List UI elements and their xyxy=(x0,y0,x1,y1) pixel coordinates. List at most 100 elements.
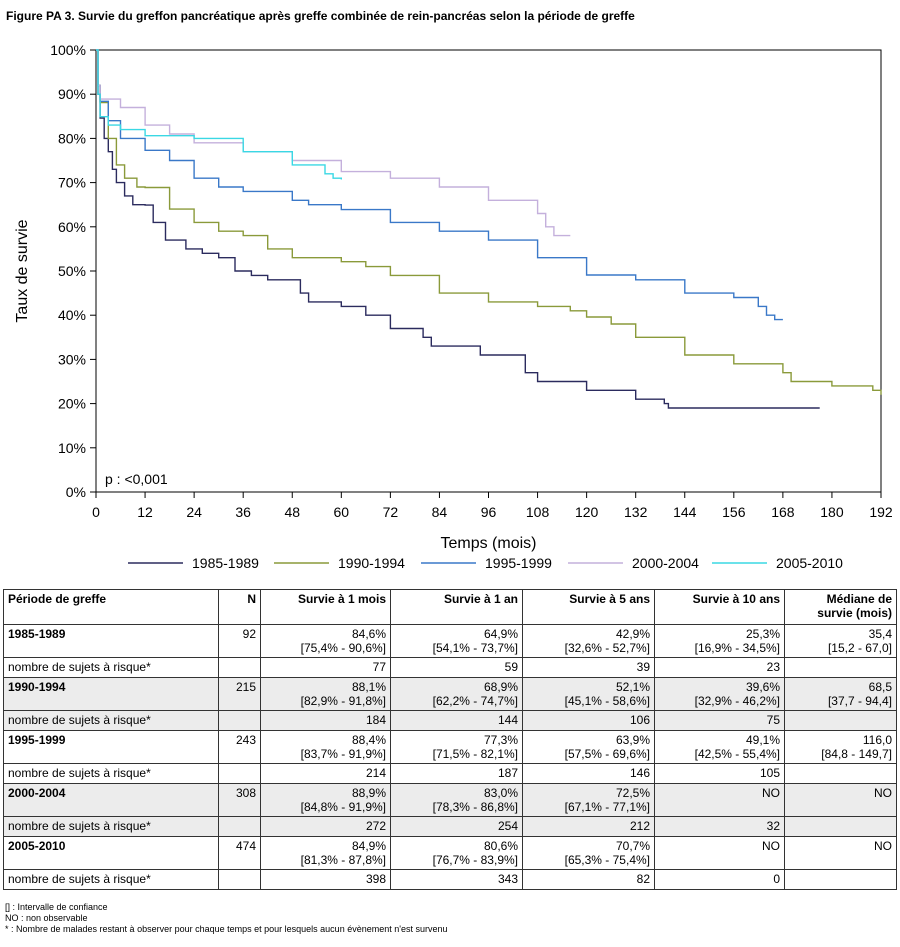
y-tick-label: 10% xyxy=(58,440,86,456)
footnotes: [] : Intervalle de confiance NO : non ob… xyxy=(5,902,447,935)
value-cell: 84,9% [81,3% - 87,8%] xyxy=(260,836,391,870)
x-tick-label: 36 xyxy=(235,504,251,520)
confidence-interval: [32,6% - 52,7%] xyxy=(564,641,650,655)
y-tick-label: 50% xyxy=(58,263,86,279)
y-tick-label: 0% xyxy=(66,484,86,500)
table-header-row: Période de greffe N Survie à 1 mois Survie … xyxy=(3,589,897,625)
value-text: 42,9% xyxy=(615,627,650,641)
y-tick-label: 20% xyxy=(58,396,86,412)
value-cell: 64,9% [54,1% - 73,7%] xyxy=(390,624,523,658)
x-tick-label: 144 xyxy=(673,504,697,520)
value-text: 80,6% xyxy=(483,839,518,853)
value-text: NO xyxy=(762,786,780,800)
risk-label-cell: nombre de sujets à risque* xyxy=(3,710,219,731)
x-tick-label: 48 xyxy=(284,504,300,520)
confidence-interval xyxy=(789,800,892,814)
confidence-interval: [84,8 - 149,7] xyxy=(821,747,892,761)
x-tick-label: 120 xyxy=(575,504,599,520)
confidence-interval: [84,8% - 91,9%] xyxy=(300,800,386,814)
table-header-cell: Survie à 10 ans xyxy=(654,589,785,625)
risk-n-cell xyxy=(218,816,261,837)
risk-cell: 187 xyxy=(390,763,523,784)
confidence-interval xyxy=(659,853,780,867)
x-axis-label: Temps (mois) xyxy=(440,535,536,552)
risk-cell: 59 xyxy=(390,657,523,678)
period-cell: 1995-1999 xyxy=(3,730,219,764)
risk-cell: 272 xyxy=(260,816,391,837)
value-text: 88,1% xyxy=(351,680,386,694)
risk-cell xyxy=(784,657,897,678)
confidence-interval: [45,1% - 58,6%] xyxy=(564,694,650,708)
x-tick-label: 12 xyxy=(137,504,153,520)
risk-label-cell: nombre de sujets à risque* xyxy=(3,869,219,890)
value-text: 116,0 xyxy=(862,733,892,747)
risk-cell: 106 xyxy=(522,710,655,731)
value-cell: NO xyxy=(784,836,897,870)
risk-label-cell: nombre de sujets à risque* xyxy=(3,816,219,837)
figure-title: Figure PA 3. Survie du greffon pancréati… xyxy=(6,9,635,23)
confidence-interval: [42,5% - 55,4%] xyxy=(694,747,780,761)
confidence-interval: [15,2 - 67,0] xyxy=(827,641,892,655)
y-tick-label: 90% xyxy=(58,86,86,102)
value-cell: 35,4 [15,2 - 67,0] xyxy=(784,624,897,658)
value-text: 63,9% xyxy=(615,733,650,747)
y-tick-label: 30% xyxy=(58,351,86,367)
value-text: 88,4% xyxy=(351,733,386,747)
survival-table: Période de greffe N Survie à 1 mois Survie … xyxy=(3,589,897,890)
risk-cell: 32 xyxy=(654,816,785,837)
footnote-no: NO : non observable xyxy=(5,913,88,923)
table-header-cell: Survie à 1 mois xyxy=(260,589,391,625)
value-cell: 25,3% [16,9% - 34,5%] xyxy=(654,624,785,658)
table-row-2000-2004: 2000-2004 308 88,9% [84,8% - 91,9%] 83,0% [78… xyxy=(3,783,897,817)
risk-cell: 23 xyxy=(654,657,785,678)
value-text: NO xyxy=(874,786,892,800)
x-tick-label: 132 xyxy=(624,504,648,520)
value-text: 68,9% xyxy=(483,680,518,694)
confidence-interval: [67,1% - 77,1%] xyxy=(564,800,650,814)
risk-row: nombre de sujets à risque* 398 343 82 0 xyxy=(3,869,897,890)
risk-cell: 75 xyxy=(654,710,785,731)
series-line-2000-2004 xyxy=(96,49,571,237)
value-cell: 84,6% [75,4% - 90,6%] xyxy=(260,624,391,658)
value-text: 49,1% xyxy=(745,733,780,747)
x-tick-label: 156 xyxy=(722,504,746,520)
table-row-1990-1994: 1990-1994 215 88,1% [82,9% - 91,8%] 68,9% [62… xyxy=(3,677,897,711)
y-axis-label: Taux de survie xyxy=(14,219,31,322)
value-text: 25,3% xyxy=(745,627,780,641)
value-text: 64,9% xyxy=(483,627,518,641)
table-header-cell: Survie à 5 ans xyxy=(522,589,655,625)
value-cell: NO xyxy=(654,836,785,870)
confidence-interval: [71,5% - 82,1%] xyxy=(432,747,518,761)
value-text: 83,0% xyxy=(483,786,518,800)
value-cell: 88,1% [82,9% - 91,8%] xyxy=(260,677,391,711)
confidence-interval: [82,9% - 91,8%] xyxy=(300,694,386,708)
value-cell: 70,7% [65,3% - 75,4%] xyxy=(522,836,655,870)
value-cell: 88,4% [83,7% - 91,9%] xyxy=(260,730,391,764)
series-line-2005-2010 xyxy=(96,49,342,180)
risk-cell: 146 xyxy=(522,763,655,784)
confidence-interval: [32,9% - 46,2%] xyxy=(694,694,780,708)
period-cell: 2005-2010 xyxy=(3,836,219,870)
confidence-interval: [37,7 - 94,4] xyxy=(827,694,892,708)
y-tick-label: 70% xyxy=(58,175,86,191)
x-tick-label: 84 xyxy=(432,504,448,520)
value-cell: 72,5% [67,1% - 77,1%] xyxy=(522,783,655,817)
x-tick-label: 24 xyxy=(186,504,202,520)
confidence-interval: [57,5% - 69,6%] xyxy=(564,747,650,761)
confidence-interval: [75,4% - 90,6%] xyxy=(300,641,386,655)
value-cell: 116,0 [84,8 - 149,7] xyxy=(784,730,897,764)
risk-cell: 77 xyxy=(260,657,391,678)
confidence-interval: [81,3% - 87,8%] xyxy=(300,853,386,867)
x-tick-label: 192 xyxy=(869,504,893,520)
value-cell: NO xyxy=(654,783,785,817)
confidence-interval xyxy=(659,800,780,814)
chart-svg: 0% 10% 20% 30% 40% 50% 60% 70% 80% 90% 100% 0 12 24 36… xyxy=(14,42,893,571)
risk-cell: 254 xyxy=(390,816,523,837)
value-cell: 49,1% [42,5% - 55,4%] xyxy=(654,730,785,764)
period-cell: 2000-2004 xyxy=(3,783,219,817)
value-text: 88,9% xyxy=(351,786,386,800)
confidence-interval: [78,3% - 86,8%] xyxy=(432,800,518,814)
value-cell: 80,6% [76,7% - 83,9%] xyxy=(390,836,523,870)
value-text: 68,5 xyxy=(868,680,892,694)
legend-label-1995-1999: 1995-1999 xyxy=(485,555,552,571)
